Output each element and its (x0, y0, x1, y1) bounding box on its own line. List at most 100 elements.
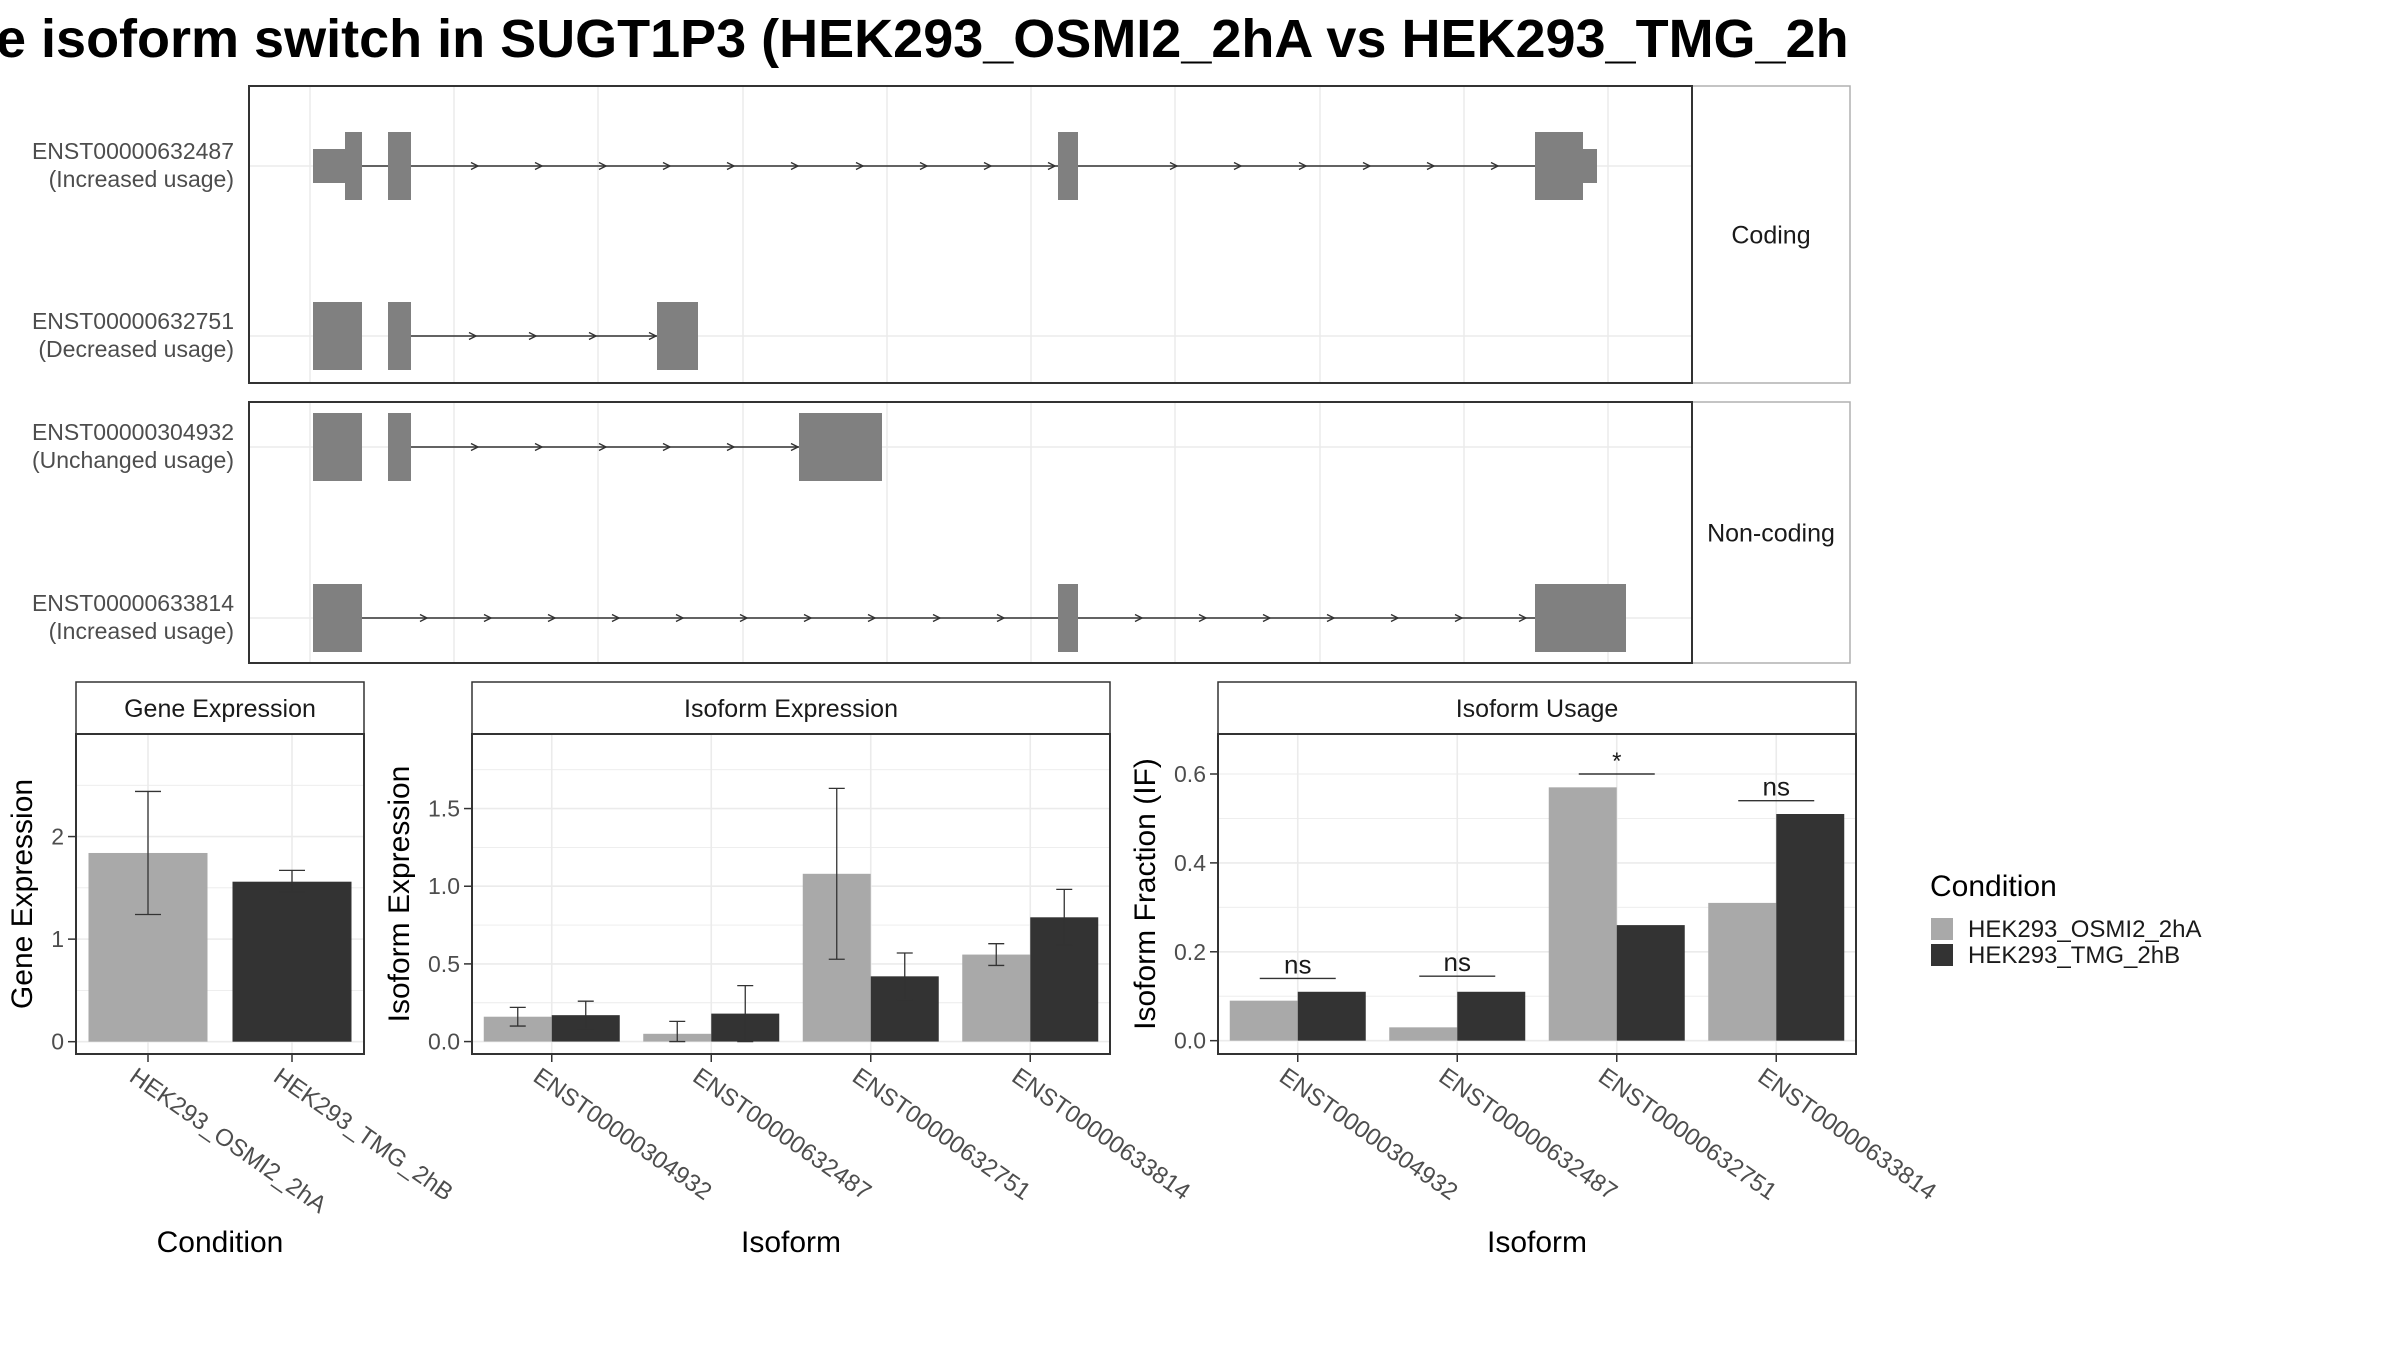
strand-arrow (419, 613, 429, 623)
strand-arrow (1298, 161, 1308, 171)
isoform-id-label: ENST00000633814 (32, 590, 234, 616)
plot-border (471, 733, 1111, 1055)
structure-panel-border (248, 401, 1693, 664)
strand-arrow (534, 161, 544, 171)
legend-item-label: HEK293_OSMI2_2hA (1968, 916, 2201, 943)
legend-swatch (1931, 944, 1953, 966)
exon-block (313, 302, 362, 370)
strand-arrow (611, 613, 621, 623)
strand-arrow (996, 613, 1006, 623)
bar-chart-panels: Gene ExpressionHEK293_OSMI2_2hAHEK293_TM… (6, 681, 1941, 1259)
facet-label: Coding (1731, 222, 1810, 250)
panel-title: Isoform Expression (684, 695, 898, 723)
strand-arrow (803, 613, 813, 623)
y-tick-label: 0.5 (428, 951, 460, 977)
facet-label: Non-coding (1707, 520, 1835, 548)
panel-title: Isoform Usage (1456, 695, 1619, 723)
bar (1457, 991, 1526, 1041)
strand-arrow (932, 613, 942, 623)
strand-arrow (726, 161, 736, 171)
strand-arrow (1262, 613, 1272, 623)
strand-arrow (1454, 613, 1464, 623)
significance-label: ns (1444, 947, 1471, 977)
bar (1548, 787, 1617, 1041)
strand-arrow (739, 613, 749, 623)
strand-arrow (468, 331, 478, 341)
chart-panel-2: Isoform ExpressionENST00000304932ENST000… (383, 681, 1195, 1259)
isoform-usage-label: (Increased usage) (49, 166, 234, 192)
strand-arrow (547, 613, 557, 623)
y-tick-label: 0.6 (1174, 761, 1206, 787)
strand-arrow (726, 442, 736, 452)
chart-panel-3: Isoform UsageENST00000304932ENST00000632… (1129, 681, 1941, 1259)
legend-swatch (1931, 918, 1953, 940)
isoform-id-label: ENST00000632751 (32, 308, 234, 334)
strand-arrow (1426, 161, 1436, 171)
significance-label: ns (1763, 772, 1790, 802)
strand-arrow (483, 613, 493, 623)
bar (1389, 1027, 1458, 1041)
strand-arrow (1047, 161, 1057, 171)
strand-arrow (588, 331, 598, 341)
y-tick-label: 1 (51, 926, 64, 952)
strand-arrow (1326, 613, 1336, 623)
exon-block (388, 132, 411, 200)
strand-arrow (662, 442, 672, 452)
isoform-usage-label: (Increased usage) (49, 618, 234, 644)
structure-panel-bg (249, 86, 1692, 383)
y-tick-label: 0.4 (1174, 850, 1206, 876)
bar (1229, 1000, 1298, 1041)
panel-strip (75, 681, 365, 735)
strand-arrow (919, 161, 929, 171)
exon-block (388, 302, 411, 370)
y-tick-label: 1.5 (428, 796, 460, 822)
strand-arrow (675, 613, 685, 623)
exon-block (313, 413, 362, 481)
strand-arrow (1134, 613, 1144, 623)
y-axis-title: Isoform Fraction (IF) (1129, 758, 1162, 1030)
strand-arrow (648, 331, 658, 341)
x-axis-title: Isoform (741, 1226, 841, 1259)
strand-arrow (1198, 613, 1208, 623)
figure-title: e isoform switch in SUGT1P3 (HEK293_OSMI… (0, 9, 1849, 69)
exon-block (345, 132, 362, 200)
panel-title: Gene Expression (124, 695, 316, 723)
strand-arrow (790, 161, 800, 171)
y-tick-label: 0.2 (1174, 939, 1206, 965)
strand-arrow (470, 161, 480, 171)
significance-label: * (1612, 748, 1621, 775)
exon-block (1058, 584, 1078, 652)
significance-label: ns (1284, 949, 1311, 979)
isoform-usage-label: (Unchanged usage) (32, 447, 234, 473)
strand-arrow (855, 161, 865, 171)
strand-arrow (528, 331, 538, 341)
strand-arrow (790, 442, 800, 452)
exon-block (313, 584, 362, 652)
y-tick-label: 0.0 (428, 1029, 460, 1055)
legend-item-label: HEK293_TMG_2hB (1968, 942, 2180, 969)
strand-arrow (1362, 161, 1372, 171)
strand-arrow (867, 613, 877, 623)
exon-block (1583, 149, 1597, 183)
plot-border (1217, 733, 1857, 1055)
strand-arrow (1518, 613, 1528, 623)
exon-block (799, 413, 882, 481)
bar (1297, 991, 1366, 1041)
exon-block (1535, 132, 1583, 200)
structure-panel-border (248, 85, 1693, 384)
facet-strip (1691, 85, 1851, 384)
exon-block (1058, 132, 1078, 200)
plot-border (75, 733, 365, 1055)
bar (1708, 902, 1777, 1041)
isoform-usage-label: (Decreased usage) (38, 336, 234, 362)
y-tick-label: 2 (51, 824, 64, 850)
exon-block (388, 413, 411, 481)
strand-arrow (983, 161, 993, 171)
strand-arrow (1169, 161, 1179, 171)
legend-title: Condition (1930, 870, 2057, 903)
y-axis-title: Gene Expression (6, 779, 39, 1009)
y-tick-label: 0.0 (1174, 1028, 1206, 1054)
